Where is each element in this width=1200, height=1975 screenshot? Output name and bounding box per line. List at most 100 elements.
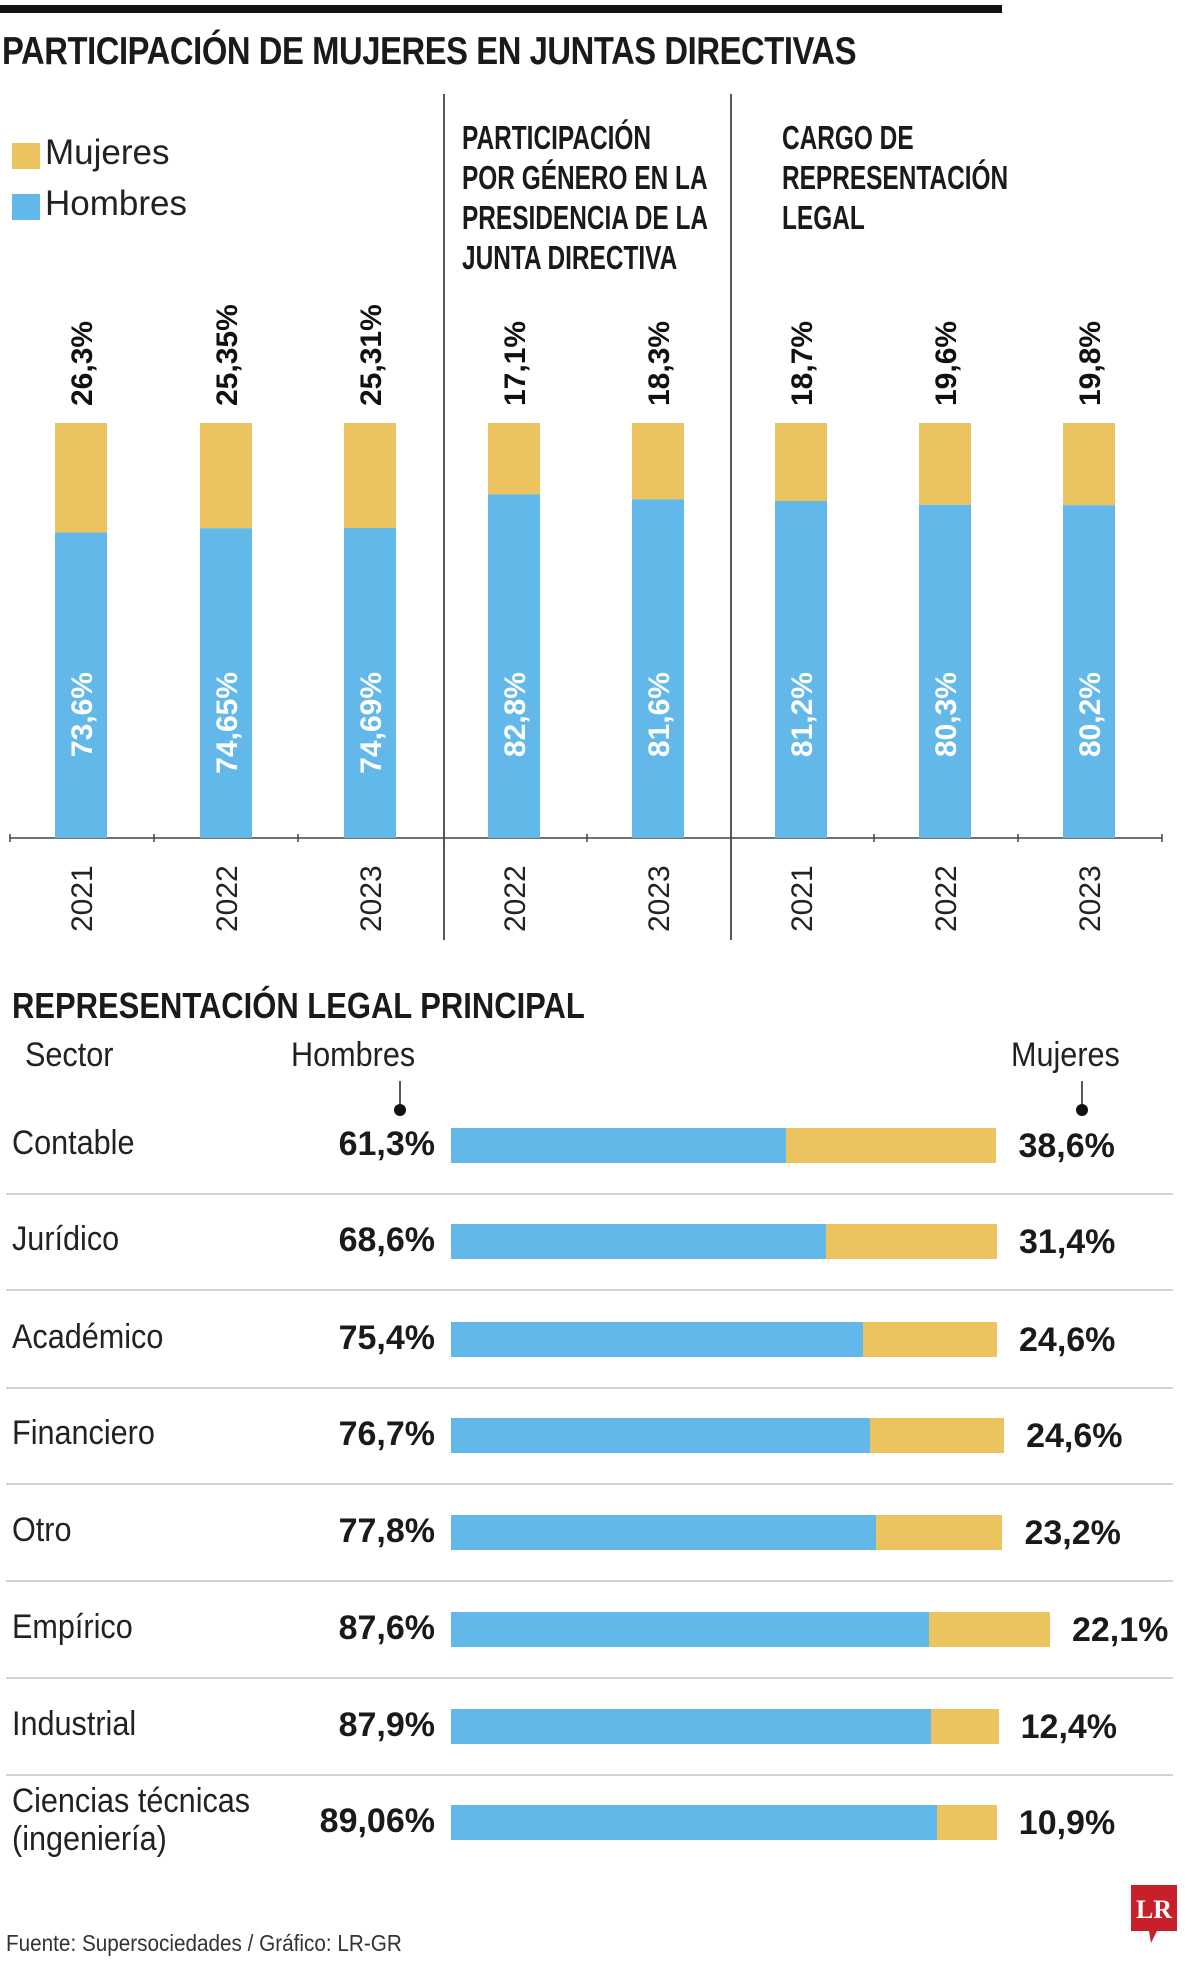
row-label-line: Otro bbox=[12, 1511, 72, 1549]
bar-mujeres bbox=[937, 1805, 997, 1840]
bar-hombres bbox=[451, 1805, 938, 1840]
main-title: PARTICIPACIÓN DE MUJERES EN JUNTAS DIREC… bbox=[2, 30, 857, 73]
legend-swatch-hombres bbox=[12, 194, 40, 220]
row-label: Empírico bbox=[12, 1608, 133, 1646]
bar-mujeres bbox=[200, 423, 252, 529]
section-title-line: LEGAL bbox=[782, 199, 865, 236]
hombres-value: 89,06% bbox=[319, 1802, 435, 1840]
label-mujeres: 26,3% bbox=[66, 321, 99, 406]
label-hombres: 74,69% bbox=[355, 672, 388, 774]
mujeres-value: 22,1% bbox=[1071, 1611, 1169, 1649]
x-tick-label: 2023 bbox=[355, 865, 388, 932]
bar-hombres bbox=[200, 528, 252, 838]
x-tick-label: 2021 bbox=[786, 865, 819, 932]
bar-hombres bbox=[451, 1224, 826, 1259]
svg-text:LR: LR bbox=[1136, 1895, 1172, 1924]
row-label-line: Financiero bbox=[12, 1414, 155, 1452]
label-mujeres: 17,1% bbox=[499, 321, 532, 406]
label-mujeres: 25,35% bbox=[211, 304, 244, 406]
bar-mujeres bbox=[930, 1709, 999, 1744]
label-hombres: 81,2% bbox=[786, 672, 819, 757]
mujeres-value: 23,2% bbox=[1024, 1514, 1121, 1552]
hombres-value: 77,8% bbox=[338, 1512, 435, 1550]
bar-mujeres bbox=[875, 1515, 1003, 1550]
label-mujeres: 19,6% bbox=[930, 321, 963, 406]
bar-hombres bbox=[775, 501, 827, 838]
section-title-line: CARGO DE bbox=[782, 119, 914, 156]
bar-hombres bbox=[451, 1418, 870, 1453]
legend-swatch-mujeres bbox=[12, 143, 40, 169]
bar-hombres bbox=[451, 1515, 876, 1550]
bar-mujeres bbox=[919, 423, 971, 505]
bar-mujeres bbox=[869, 1418, 1005, 1453]
row-label: Industrial bbox=[12, 1705, 136, 1743]
bar-mujeres bbox=[1063, 423, 1115, 506]
row-label-line: Empírico bbox=[12, 1608, 133, 1646]
hombres-value: 87,6% bbox=[338, 1609, 435, 1647]
label-hombres: 80,2% bbox=[1074, 672, 1107, 757]
section-title-line: POR GÉNERO EN LA bbox=[462, 159, 708, 196]
section-title-presidencia: PARTICIPACIÓN POR GÉNERO EN LA PRESIDENC… bbox=[462, 118, 708, 278]
label-hombres: 80,3% bbox=[930, 672, 963, 757]
x-tick-label: 2022 bbox=[499, 865, 532, 932]
section-title-line: REPRESENTACIÓN bbox=[782, 159, 1009, 196]
hombres-value: 61,3% bbox=[338, 1125, 435, 1163]
lr-logo: LR bbox=[1131, 1885, 1177, 1943]
row-divider bbox=[6, 1193, 1173, 1195]
label-mujeres: 25,31% bbox=[355, 304, 388, 406]
bar-mujeres bbox=[632, 423, 684, 500]
bar-hombres bbox=[632, 499, 684, 838]
header-mujeres: Mujeres bbox=[1011, 1036, 1120, 1074]
row-label: Otro bbox=[12, 1511, 72, 1549]
bar-mujeres bbox=[55, 423, 107, 533]
bar-mujeres bbox=[929, 1612, 1050, 1647]
x-tick-label: 2022 bbox=[211, 865, 244, 932]
mujeres-value: 24,6% bbox=[1019, 1321, 1116, 1359]
hombres-value: 68,6% bbox=[338, 1221, 435, 1259]
row-label: Jurídico bbox=[12, 1220, 119, 1258]
bar-mujeres bbox=[488, 423, 540, 495]
mujeres-pointer-dot bbox=[1076, 1104, 1088, 1116]
row-label-line: (ingeniería) bbox=[12, 1820, 167, 1858]
bar-mujeres bbox=[344, 423, 396, 529]
label-mujeres: 18,3% bbox=[643, 321, 676, 406]
hombres-value: 87,9% bbox=[338, 1706, 435, 1744]
label-hombres: 74,65% bbox=[211, 672, 244, 774]
bar-hombres bbox=[488, 494, 540, 838]
hombres-value: 76,7% bbox=[338, 1415, 435, 1453]
label-hombres: 82,8% bbox=[499, 672, 532, 757]
label-hombres: 73,6% bbox=[66, 672, 99, 757]
bar-mujeres bbox=[862, 1322, 997, 1357]
row-divider bbox=[6, 1677, 1173, 1679]
row-divider bbox=[6, 1483, 1173, 1485]
section-title-line: PARTICIPACIÓN bbox=[462, 119, 652, 156]
row-label-line: Contable bbox=[12, 1124, 135, 1162]
hombres-pointer-dot bbox=[394, 1104, 406, 1116]
mujeres-value: 38,6% bbox=[1018, 1127, 1115, 1165]
mujeres-value: 10,9% bbox=[1018, 1804, 1116, 1842]
section-title-line: JUNTA DIRECTIVA bbox=[462, 239, 678, 276]
top-rule bbox=[0, 5, 1002, 13]
row-label: Contable bbox=[12, 1124, 134, 1162]
row-label-line: Jurídico bbox=[12, 1220, 120, 1258]
bar-hombres bbox=[919, 504, 971, 838]
bar-hombres bbox=[451, 1709, 931, 1744]
bar-hombres bbox=[1063, 505, 1115, 838]
row-divider bbox=[6, 1387, 1173, 1389]
row-label: Académico bbox=[12, 1318, 163, 1356]
x-tick-label: 2023 bbox=[643, 865, 676, 932]
row-label-line: Académico bbox=[12, 1318, 164, 1356]
bar-mujeres bbox=[825, 1224, 997, 1259]
label-mujeres: 19,8% bbox=[1074, 321, 1107, 406]
mujeres-value: 24,6% bbox=[1026, 1417, 1123, 1455]
row-label: Ciencias técnicas (ingeniería) bbox=[12, 1782, 250, 1858]
section-title-line: PRESIDENCIA DE LA bbox=[462, 199, 709, 236]
source-note: Fuente: Supersociedades / Gráfico: LR-GR bbox=[6, 1930, 402, 1956]
row-label-line: Industrial bbox=[12, 1705, 137, 1743]
x-tick-label: 2023 bbox=[1074, 865, 1107, 932]
label-hombres: 81,6% bbox=[643, 672, 676, 757]
mujeres-value: 31,4% bbox=[1019, 1223, 1116, 1261]
bar-mujeres bbox=[785, 1128, 997, 1163]
x-tick-label: 2022 bbox=[930, 865, 963, 932]
legend-label-hombres: Hombres bbox=[45, 184, 187, 223]
